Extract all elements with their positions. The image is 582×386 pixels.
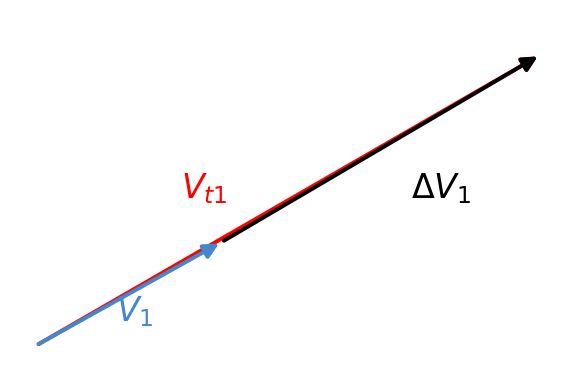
Text: $V_{t1}$: $V_{t1}$ [181,172,228,207]
Text: $V_{1}$: $V_{1}$ [116,295,154,329]
Text: $\Delta V_{1}$: $\Delta V_{1}$ [411,172,472,207]
